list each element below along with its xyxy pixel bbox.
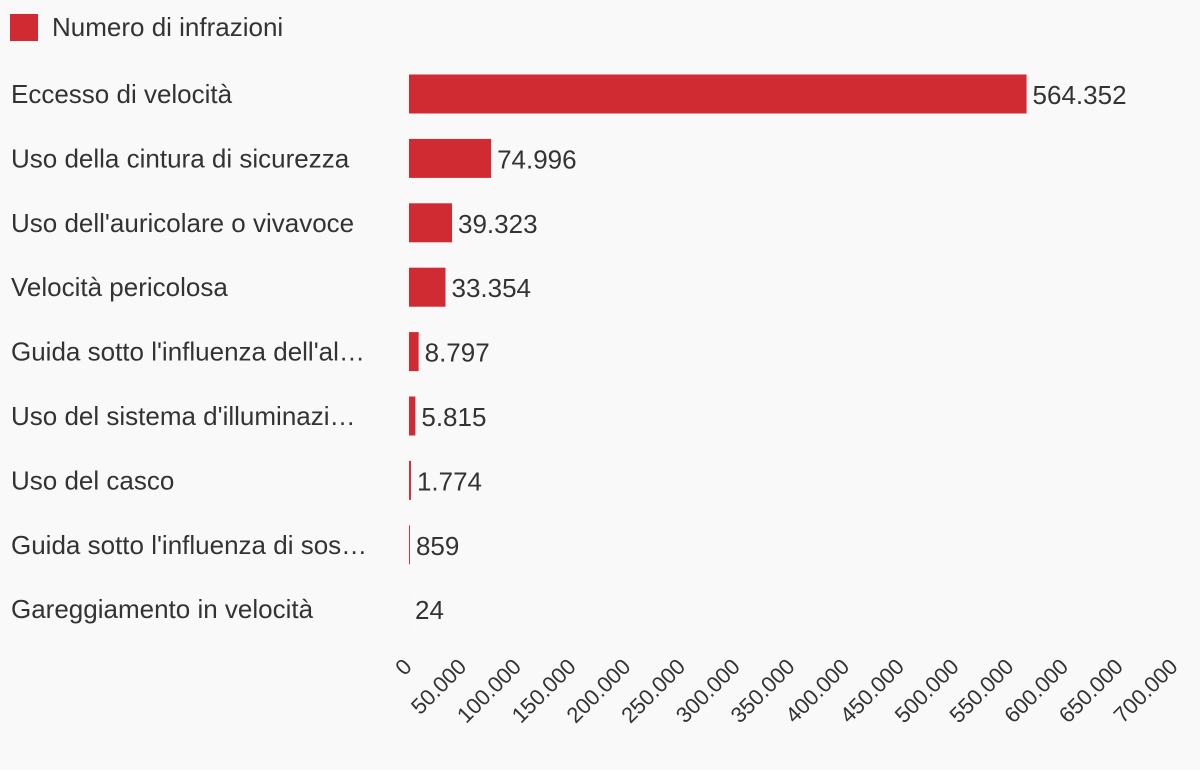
bar <box>409 203 453 243</box>
data-label: 8.797 <box>425 338 490 368</box>
legend-swatch <box>10 13 38 41</box>
bar <box>409 396 416 436</box>
category-label: Guida sotto l'influenza di sos… <box>11 530 367 560</box>
legend-label: Numero di infrazioni <box>52 11 284 42</box>
data-label: 564.352 <box>1033 80 1127 110</box>
category-label: Uso dell'auricolare o vivavoce <box>11 208 354 238</box>
category-label: Velocità pericolosa <box>11 272 228 302</box>
category-label: Gareggiamento in velocità <box>11 594 314 624</box>
legend: Numero di infrazioni <box>10 10 283 44</box>
bar <box>409 525 410 565</box>
category-label: Uso del casco <box>11 465 174 495</box>
bar <box>409 74 1027 114</box>
data-label: 24 <box>415 595 444 625</box>
bar <box>409 460 411 500</box>
data-label: 859 <box>416 531 459 561</box>
data-label: 1.774 <box>417 466 482 496</box>
data-label: 74.996 <box>497 144 577 174</box>
category-label: Uso del sistema d'illuminazi… <box>11 401 356 431</box>
category-label: Guida sotto l'influenza dell'al… <box>11 337 365 367</box>
category-label: Eccesso di velocità <box>11 79 233 109</box>
data-label: 33.354 <box>451 273 531 303</box>
x-tick-label: 0 <box>390 654 416 680</box>
category-label: Uso della cintura di sicurezza <box>11 143 350 173</box>
data-label: 39.323 <box>458 209 538 239</box>
bar <box>409 332 419 372</box>
data-label: 5.815 <box>421 402 486 432</box>
bar <box>409 267 446 307</box>
bar <box>409 138 492 178</box>
